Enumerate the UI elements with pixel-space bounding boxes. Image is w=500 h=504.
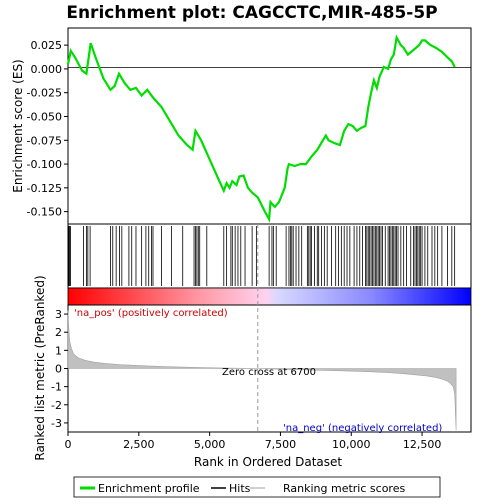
legend-label-hits: Hits <box>229 482 251 495</box>
x-tick-label: 2,500 <box>123 438 155 451</box>
legend-label-metric: Ranking metric scores <box>283 482 405 495</box>
pos-correlated-label: 'na_pos' (positively correlated) <box>74 308 228 319</box>
es-y-axis-label: Enrichment score (ES) <box>11 59 25 192</box>
enrichment-profile-line <box>66 34 456 223</box>
es-y-axis: 0.025 0.000 -0.025 -0.050 -0.075 -0.100 -0.125… <box>27 39 68 219</box>
neg-correlated-label: 'na_neg' (negatively correlated) <box>283 423 442 434</box>
es-y-tick-label: 0.025 <box>31 39 63 52</box>
es-y-tick-label: -0.025 <box>27 87 62 100</box>
legend-label-enrichment: Enrichment profile <box>98 482 200 495</box>
x-axis-label: Rank in Ordered Dataset <box>194 455 342 469</box>
x-tick-label: 12,500 <box>403 438 442 451</box>
x-tick-label: 7,500 <box>265 438 297 451</box>
metric-x-axis: 0 2,500 5,000 7,500 10,000 12,500 <box>65 432 442 451</box>
x-tick-label: 5,000 <box>194 438 226 451</box>
metric-y-axis-label: Ranked list metric (PreRanked) <box>33 275 47 460</box>
es-y-tick-label: -0.150 <box>27 206 62 219</box>
es-y-tick-label: -0.075 <box>27 134 62 147</box>
legend-box <box>73 476 441 498</box>
es-y-tick-label: 0.000 <box>31 63 63 76</box>
hits-ticks <box>68 226 456 286</box>
metric-y-tick-label: 2 <box>55 326 62 339</box>
metric-y-tick-label: -2 <box>51 399 62 412</box>
metric-y-tick-label: 1 <box>55 344 62 357</box>
ranking-metric-area <box>67 310 457 431</box>
metric-y-axis: 3 2 1 0 -1 -2 -3 <box>51 308 68 430</box>
es-y-tick-label: -0.125 <box>27 182 62 195</box>
chart-title: Enrichment plot: CAGCCTC,MIR-485-5P <box>66 3 437 23</box>
x-tick-label: 10,000 <box>332 438 371 451</box>
zero-cross-label: Zero cross at 6700 <box>222 367 316 378</box>
metric-y-tick-label: 0 <box>55 363 62 376</box>
metric-y-tick-label: -3 <box>51 417 62 430</box>
rank-color-bar <box>67 287 472 306</box>
es-y-tick-label: -0.100 <box>27 158 62 171</box>
metric-y-tick-label: -1 <box>51 381 62 394</box>
es-panel-frame <box>67 27 472 225</box>
x-tick-label: 0 <box>65 438 72 451</box>
es-y-tick-label: -0.050 <box>27 110 62 123</box>
metric-y-tick-label: 3 <box>55 308 62 321</box>
